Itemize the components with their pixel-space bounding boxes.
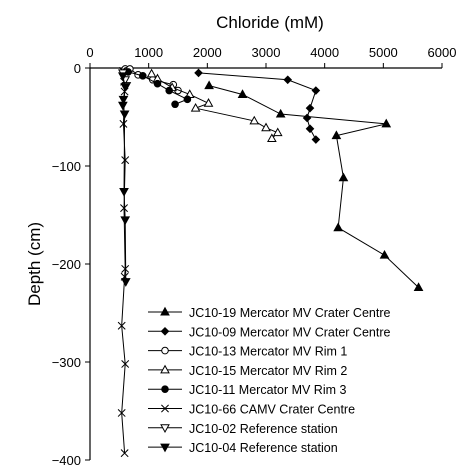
data-point bbox=[381, 118, 392, 128]
data-point bbox=[161, 346, 169, 355]
data-point bbox=[333, 222, 344, 232]
data-point bbox=[272, 127, 283, 137]
y-tick-label: −300 bbox=[52, 355, 81, 370]
data-point bbox=[146, 68, 157, 78]
data-point bbox=[275, 108, 286, 118]
data-point bbox=[305, 103, 315, 113]
data-point bbox=[267, 133, 277, 143]
data-point bbox=[118, 72, 128, 82]
data-point bbox=[203, 98, 214, 107]
data-point bbox=[413, 282, 424, 292]
x-tick-label: 6000 bbox=[428, 45, 457, 60]
data-point bbox=[161, 385, 169, 394]
legend-label: JC10-19 Mercator MV Crater Centre bbox=[189, 306, 391, 320]
legend-label: JC10-66 CAMV Crater Centre bbox=[189, 403, 355, 417]
data-point bbox=[237, 89, 248, 98]
legend-label: JC10-02 Reference station bbox=[189, 422, 338, 436]
y-axis-label: Depth (cm) bbox=[25, 222, 44, 306]
data-point bbox=[379, 249, 390, 259]
data-point bbox=[302, 113, 312, 123]
x-axis-label: Chloride (mM) bbox=[216, 13, 324, 32]
legend-item: JC10-09 Mercator MV Crater Centre bbox=[148, 325, 391, 339]
data-point bbox=[120, 216, 131, 226]
data-point bbox=[249, 115, 260, 125]
data-point bbox=[160, 443, 170, 453]
series-line bbox=[151, 73, 279, 139]
y-tick-label: −200 bbox=[52, 257, 81, 272]
y-tick-label: −400 bbox=[52, 453, 81, 466]
series-line bbox=[198, 72, 317, 140]
data-point bbox=[160, 326, 170, 336]
legend-item: JC10-13 Mercator MV Rim 1 bbox=[148, 345, 347, 359]
legend-label: JC10-11 Mercator MV Rim 3 bbox=[189, 383, 346, 397]
legend-item: JC10-04 Reference station bbox=[148, 441, 338, 455]
data-point bbox=[139, 72, 147, 80]
series-jc10-09-mercator-mv-crater-centre bbox=[194, 68, 321, 144]
legend-label: JC10-09 Mercator MV Crater Centre bbox=[189, 325, 391, 339]
data-point bbox=[190, 102, 201, 112]
series-jc10-66-camv-crater-centre bbox=[117, 66, 130, 458]
legend-item: JC10-02 Reference station bbox=[148, 422, 338, 436]
axes: 0 1000 2000 3000 4000 5000 6000 0 −100 −200 −300 −4… bbox=[52, 45, 457, 466]
legend-label: JC10-13 Mercator MV Rim 1 bbox=[189, 345, 347, 359]
legend-item: JC10-15 Mercator MV Rim 2 bbox=[148, 364, 347, 378]
data-point bbox=[121, 156, 130, 165]
data-point bbox=[117, 321, 126, 330]
data-point bbox=[160, 364, 170, 374]
legend-label: JC10-15 Mercator MV Rim 2 bbox=[189, 364, 347, 378]
legend: JC10-19 Mercator MV Crater Centre JC10-09… bbox=[148, 306, 391, 455]
data-point bbox=[120, 204, 128, 213]
y-tick-label: 0 bbox=[74, 61, 81, 76]
data-point bbox=[119, 119, 128, 128]
legend-label: JC10-04 Reference station bbox=[189, 441, 338, 455]
x-tick-label: 1000 bbox=[134, 45, 163, 60]
data-point bbox=[338, 172, 349, 182]
data-point bbox=[171, 100, 179, 109]
data-point bbox=[161, 404, 169, 413]
legend-item: JC10-66 CAMV Crater Centre bbox=[148, 403, 355, 417]
data-point bbox=[118, 95, 129, 105]
legend-item: JC10-19 Mercator MV Crater Centre bbox=[148, 306, 391, 320]
series-jc10-15-mercator-mv-rim-2 bbox=[146, 68, 283, 143]
data-point bbox=[120, 449, 129, 458]
data-point bbox=[283, 75, 293, 85]
y-tick-label: −100 bbox=[52, 159, 81, 174]
plot-area bbox=[117, 65, 424, 458]
x-tick-label: 5000 bbox=[369, 45, 398, 60]
data-point bbox=[121, 360, 130, 368]
data-point bbox=[311, 135, 321, 144]
data-point bbox=[153, 79, 162, 88]
data-point bbox=[120, 278, 131, 287]
series-jc10-19-mercator-mv-crater-centre bbox=[204, 80, 424, 292]
data-point bbox=[311, 86, 321, 95]
x-tick-label: 0 bbox=[86, 45, 93, 60]
data-point bbox=[305, 124, 315, 134]
data-point bbox=[119, 110, 130, 120]
data-point bbox=[160, 424, 170, 434]
series-jc10-04-reference-station bbox=[118, 72, 131, 287]
data-point bbox=[117, 409, 126, 417]
data-point bbox=[204, 80, 214, 90]
data-point bbox=[331, 130, 342, 140]
data-point bbox=[183, 95, 192, 104]
data-point bbox=[194, 68, 203, 78]
data-point bbox=[165, 86, 173, 95]
x-tick-label: 2000 bbox=[193, 45, 222, 60]
data-point bbox=[119, 187, 129, 197]
data-point bbox=[118, 101, 128, 111]
data-point bbox=[160, 306, 170, 316]
x-tick-label: 3000 bbox=[252, 45, 281, 60]
legend-item: JC10-11 Mercator MV Rim 3 bbox=[148, 383, 346, 397]
data-point bbox=[120, 83, 131, 92]
data-point bbox=[261, 122, 271, 132]
x-tick-label: 4000 bbox=[310, 45, 339, 60]
